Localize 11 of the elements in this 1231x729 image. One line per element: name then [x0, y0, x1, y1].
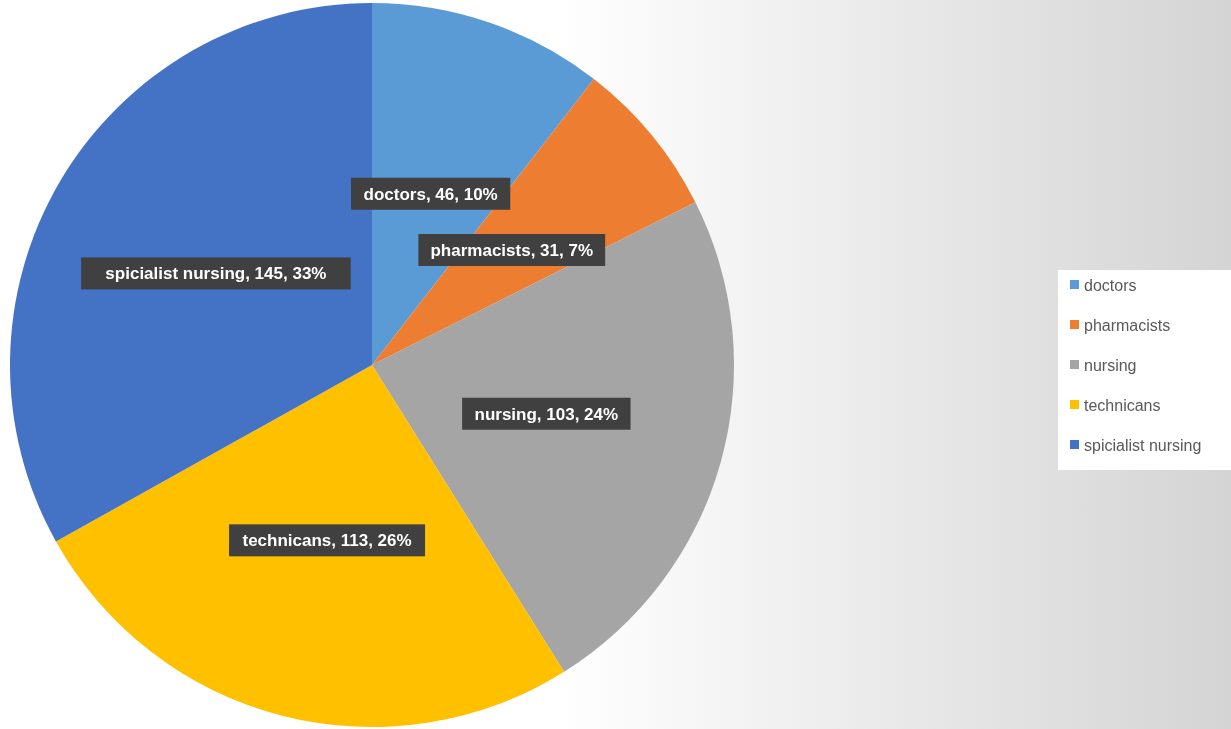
data-label: doctors, 46, 10% [363, 184, 498, 204]
data-label: pharmacists, 31, 7% [430, 240, 594, 260]
data-label: nursing, 103, 24% [474, 404, 619, 424]
legend-label: doctors [1084, 277, 1137, 294]
pie-slice [372, 202, 734, 672]
legend-label: spicialist nursing [1084, 437, 1202, 454]
legend-label: technicans [1084, 397, 1161, 414]
data-label: spicialist nursing, 145, 33% [105, 264, 327, 284]
legend-label: pharmacists [1084, 317, 1171, 334]
legend-label: nursing [1084, 357, 1137, 374]
data-label: technicans, 113, 26% [242, 531, 412, 551]
